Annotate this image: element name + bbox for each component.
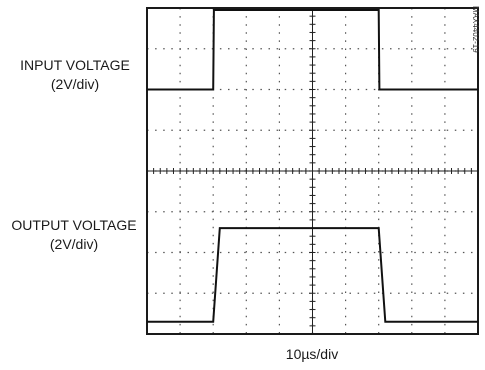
plot-grid [147, 8, 478, 334]
output-voltage-scale: (2V/div) [49, 236, 99, 252]
output-voltage-label: OUTPUT VOLTAGE (2V/div) [6, 216, 142, 254]
input-voltage-name: INPUT VOLTAGE [20, 57, 130, 73]
input-voltage-label: INPUT VOLTAGE (2V/div) [10, 56, 140, 94]
input-voltage-scale: (2V/div) [50, 76, 100, 92]
plot-frame [146, 7, 479, 335]
part-number: MAX4402-19 [471, 6, 480, 53]
output-voltage-name: OUTPUT VOLTAGE [11, 217, 137, 233]
x-axis-label: 10µs/div [285, 346, 339, 362]
plot-traces [147, 9, 478, 323]
output-voltage-trace [147, 227, 478, 323]
input-voltage-trace [147, 9, 478, 91]
